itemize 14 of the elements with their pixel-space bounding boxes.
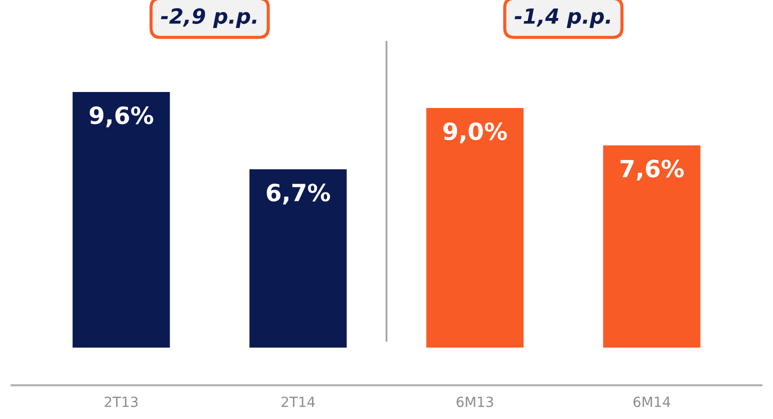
text: -2,9 p.p. (160, 8, 256, 28)
data-label: 6,7% (266, 184, 330, 204)
text: -1,4 p.p. (514, 8, 610, 28)
data-label: 7,6% (620, 160, 684, 181)
data-label: 9,6% (90, 106, 154, 128)
bar (72, 92, 170, 348)
x-tick-label: 6M14 (633, 396, 670, 408)
bar (249, 169, 347, 348)
x-tick-label: 2T13 (104, 396, 138, 408)
bar (426, 108, 524, 348)
x-tick-label: 2T14 (282, 396, 315, 407)
data-label: 9,0% (443, 122, 507, 144)
x-tick-label: 6M13 (456, 396, 494, 408)
bar (603, 145, 700, 348)
